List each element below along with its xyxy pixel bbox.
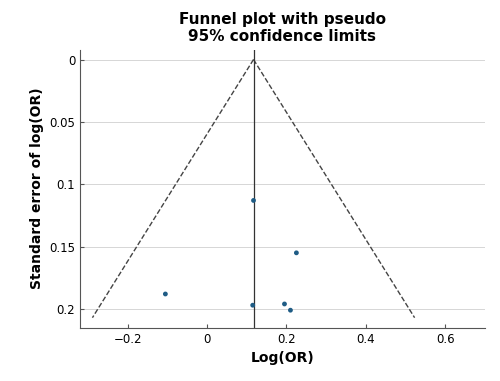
Y-axis label: Standard error of log(OR): Standard error of log(OR) xyxy=(30,88,44,290)
Point xyxy=(280,301,288,307)
X-axis label: Log(OR): Log(OR) xyxy=(250,351,314,365)
Point xyxy=(248,302,256,308)
Point xyxy=(292,250,300,256)
Point xyxy=(286,307,294,313)
Point xyxy=(250,197,258,203)
Title: Funnel plot with pseudo
95% confidence limits: Funnel plot with pseudo 95% confidence l… xyxy=(179,12,386,44)
Point xyxy=(162,291,170,297)
